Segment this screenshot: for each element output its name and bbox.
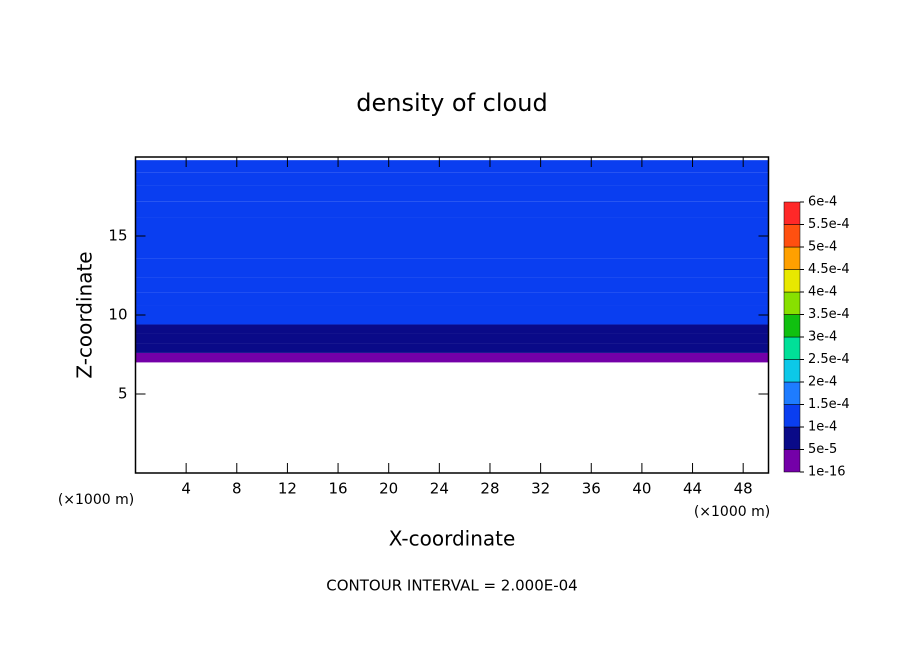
colorbar-swatch	[783, 269, 801, 293]
x-tick-label: 44	[683, 480, 702, 498]
contour-band	[135, 172, 769, 186]
contour-band	[135, 324, 769, 334]
contour-band	[135, 305, 769, 315]
x-tick-label: 48	[734, 480, 753, 498]
contour-band	[135, 258, 769, 278]
colorbar-swatch	[783, 336, 801, 360]
contour-band	[135, 292, 769, 306]
colorbar-label: 3.5e-4	[808, 307, 850, 322]
x-tick-label: 12	[278, 480, 297, 498]
colorbar-label: 6e-4	[808, 195, 837, 210]
colorbar-label: 2.5e-4	[808, 352, 850, 367]
colorbar-label: 5e-4	[808, 240, 837, 255]
colorbar-label: 3e-4	[808, 330, 837, 345]
colorbar-label: 4.5e-4	[808, 262, 850, 277]
x-tick-label: 8	[232, 480, 242, 498]
footnote: CONTOUR INTERVAL = 2.000E-04	[326, 577, 577, 595]
x-tick-label: 36	[582, 480, 601, 498]
x-tick-label: 40	[632, 480, 651, 498]
contour-band	[135, 160, 769, 173]
x-tick-label: 4	[181, 480, 191, 498]
colorbar-swatch	[783, 426, 801, 450]
contour-band	[135, 352, 769, 363]
contour-band	[135, 343, 769, 353]
y-tick-label: 15	[108, 227, 127, 245]
x-tick-label: 28	[480, 480, 499, 498]
x-tick-label: 20	[379, 480, 398, 498]
x-tick-label: 24	[430, 480, 449, 498]
y-tick-label: 5	[118, 385, 128, 403]
colorbar-swatch	[783, 246, 801, 270]
x-tick-label: 16	[329, 480, 348, 498]
colorbar-label: 5e-5	[808, 442, 837, 457]
colorbar-swatch	[783, 314, 801, 338]
colorbar-label: 2e-4	[808, 375, 837, 390]
colorbar-label: 4e-4	[808, 285, 837, 300]
colorbar-swatch	[783, 449, 801, 473]
x-tick-label: 32	[531, 480, 550, 498]
colorbar-swatch	[783, 404, 801, 428]
colorbar-label: 5.5e-4	[808, 217, 850, 232]
contour-band	[135, 333, 769, 344]
colorbar-label: 1.5e-4	[808, 397, 850, 412]
contour-band	[135, 185, 769, 202]
colorbar-swatch	[783, 224, 801, 248]
y-axis-label: Z-coordinate	[73, 251, 97, 378]
contour-band	[135, 201, 769, 218]
colorbar-swatch	[783, 291, 801, 315]
colorbar-swatch	[783, 201, 801, 225]
colorbar-swatch	[783, 381, 801, 405]
colorbar-label: 1e-16	[808, 465, 846, 480]
contour-band	[135, 315, 769, 325]
x-axis-label: X-coordinate	[389, 527, 516, 551]
chart-title: density of cloud	[356, 89, 547, 117]
y-tick-label: 10	[108, 306, 127, 324]
contour-band	[135, 277, 769, 293]
contour-band	[135, 217, 769, 259]
x-unit: (×1000 m)	[694, 504, 770, 520]
colorbar-swatch	[783, 359, 801, 383]
y-unit: (×1000 m)	[58, 492, 134, 508]
colorbar-label: 1e-4	[808, 420, 837, 435]
